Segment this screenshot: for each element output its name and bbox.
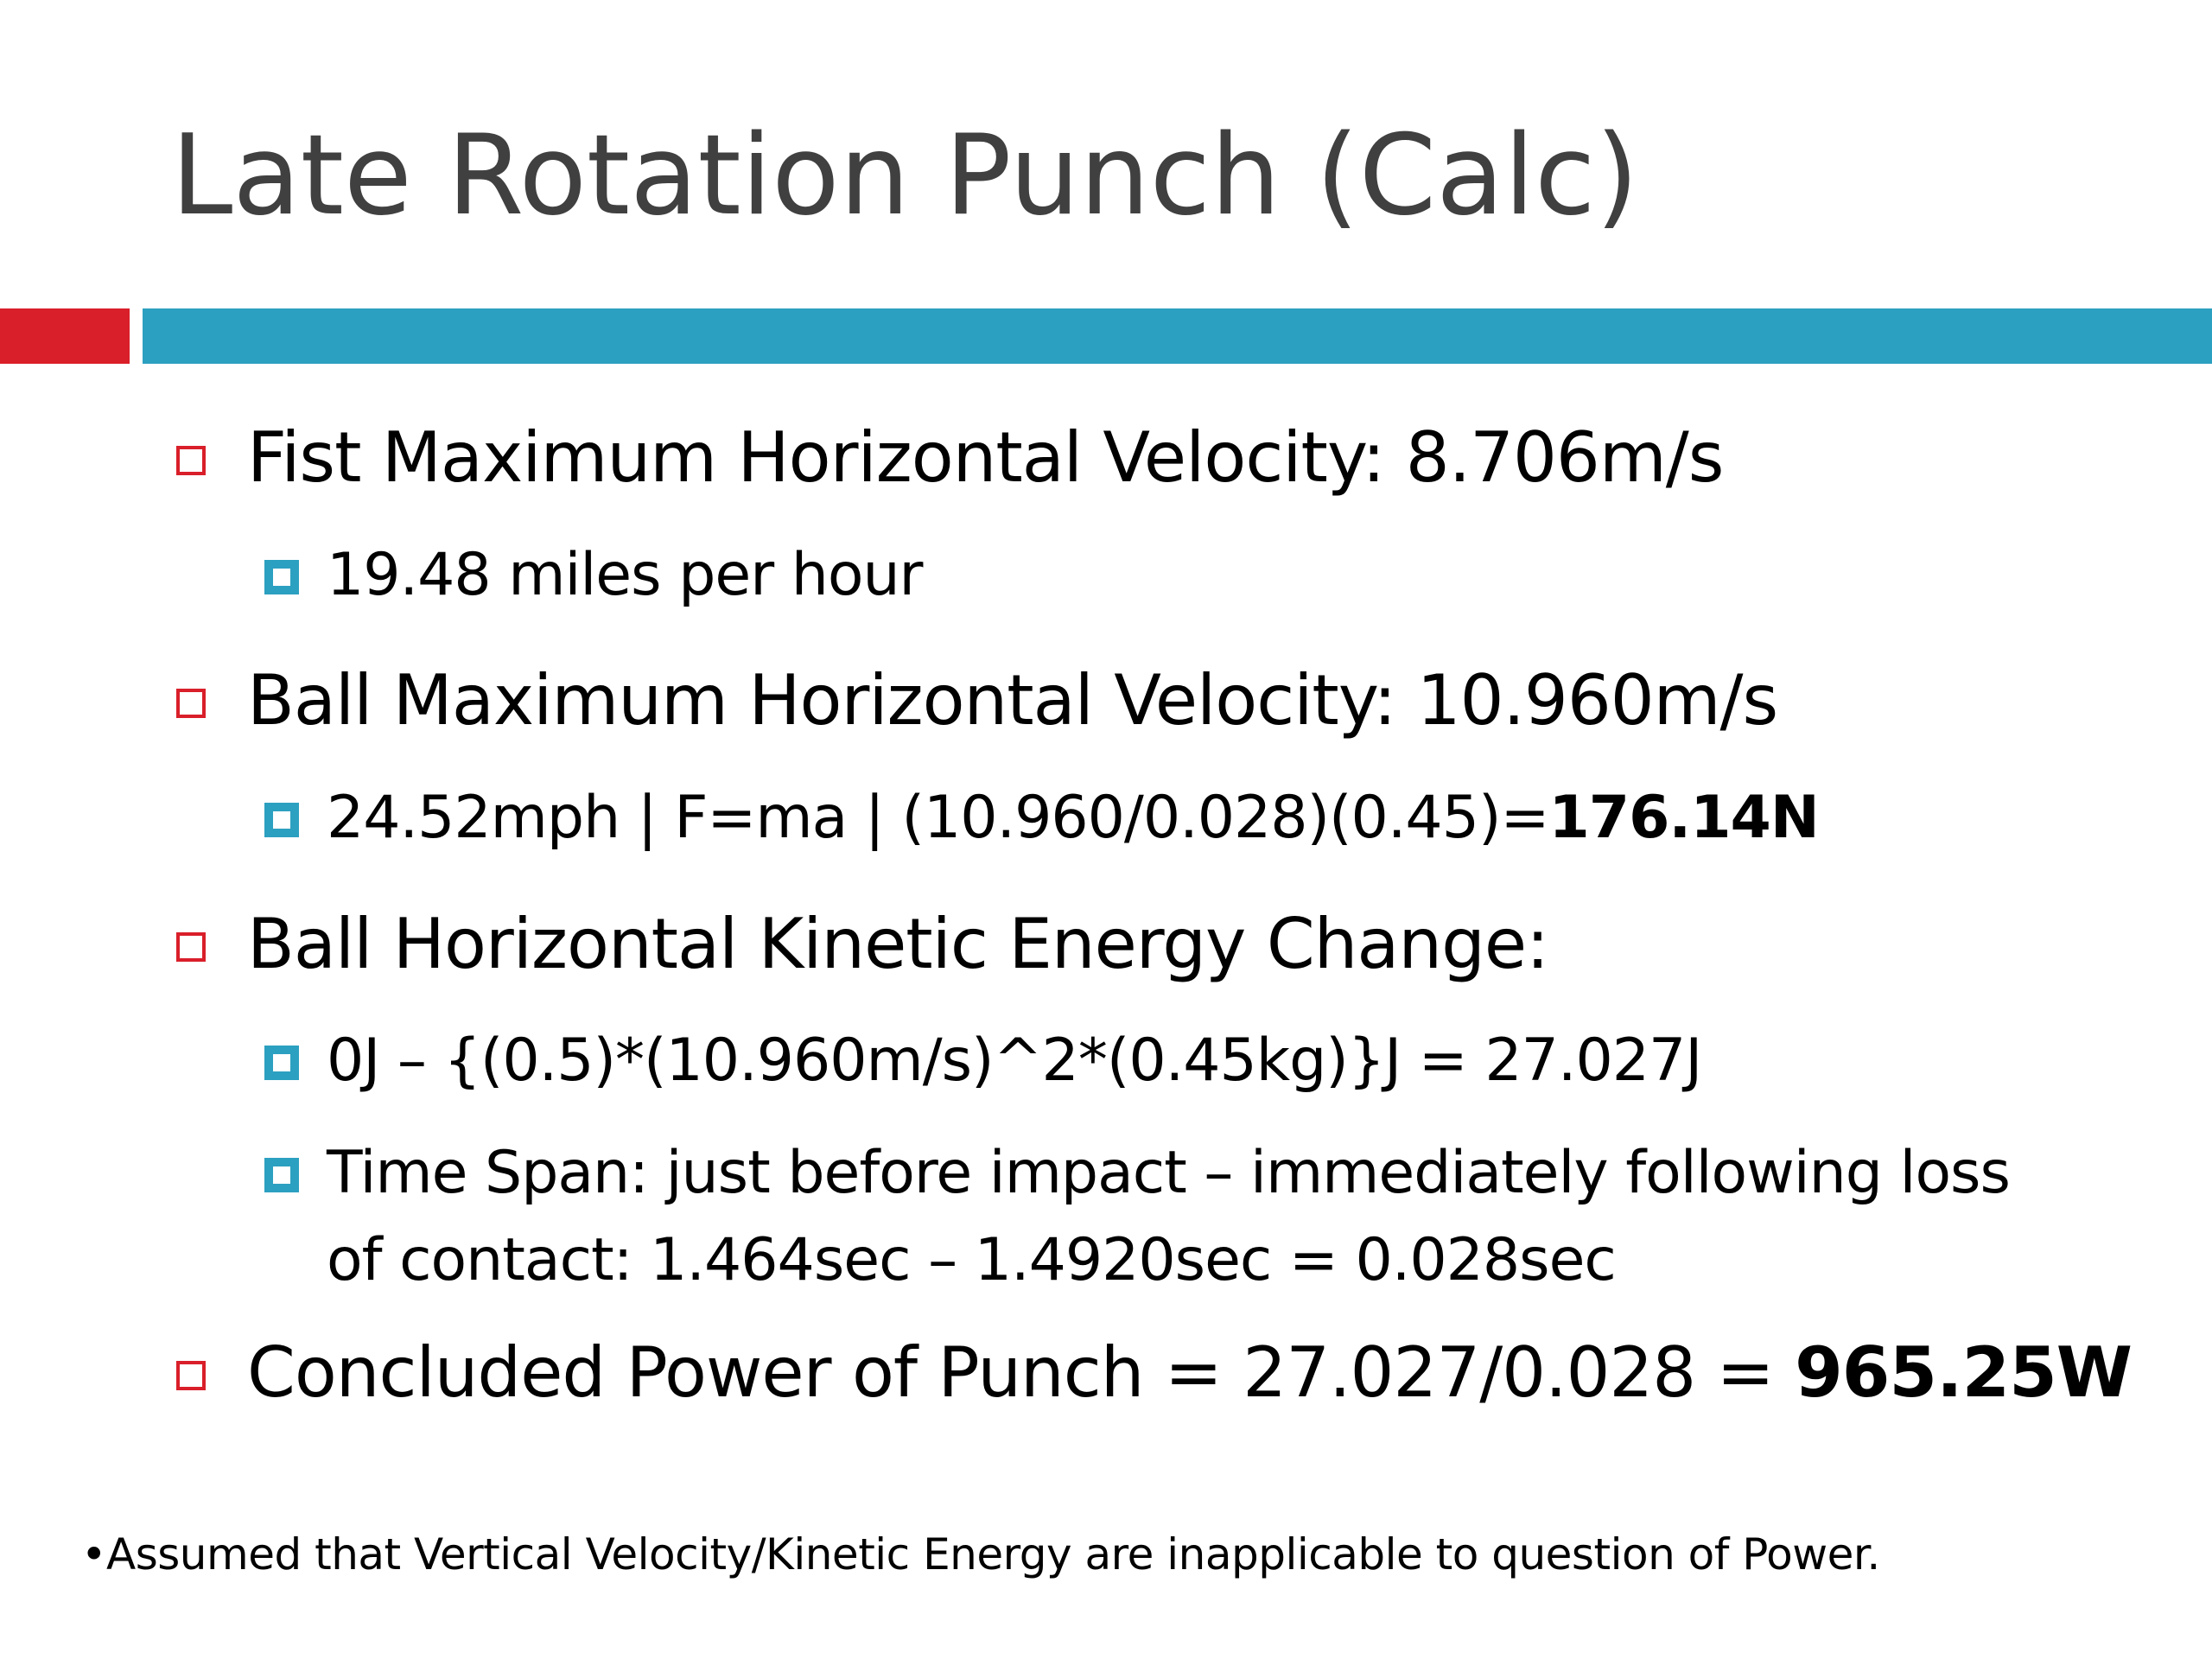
bullet-fist-mph: 19.48 miles per hour — [327, 541, 924, 609]
accent-bar-teal — [143, 308, 2212, 364]
power-result: 965.25W — [1795, 1332, 2133, 1413]
bullet-square-red-icon — [176, 932, 206, 962]
bullet-square-teal-icon — [264, 803, 299, 837]
bullet-square-teal-icon — [264, 1158, 299, 1192]
bullet-square-red-icon — [176, 689, 206, 718]
power-text: Concluded Power of Punch = 27.027/0.028 … — [247, 1332, 1796, 1413]
footnote: •Assumed that Vertical Velocity/Kinetic … — [81, 1529, 1880, 1580]
bullet-square-red-icon — [176, 1361, 206, 1390]
bullet-power: Concluded Power of Punch = 27.027/0.028 … — [247, 1338, 2133, 1408]
ball-force-text: 24.52mph | F=ma | (10.960/0.028)(0.45)= — [327, 784, 1549, 852]
bullet-ball-force: 24.52mph | F=ma | (10.960/0.028)(0.45)=1… — [327, 789, 1820, 848]
bullet-time-span-line2: of contact: 1.464sec – 1.4920sec = 0.028… — [327, 1226, 1617, 1294]
bullet-ball-velocity: Ball Maximum Horizontal Velocity: 10.960… — [247, 660, 1778, 741]
bullet-fist-velocity: Fist Maximum Horizontal Velocity: 8.706m… — [247, 417, 1724, 498]
bullet-square-red-icon — [176, 446, 206, 475]
bullet-ke-formula: 0J – {(0.5)*(10.960m/s)^2*(0.45kg)}J = 2… — [327, 1027, 1702, 1095]
ball-force-result: 176.14N — [1548, 784, 1819, 852]
slide-title: Late Rotation Punch (Calc) — [171, 111, 1639, 240]
bullet-time-span-line1: Time Span: just before impact – immediat… — [327, 1139, 2011, 1207]
bullet-square-teal-icon — [264, 560, 299, 594]
accent-bar-red — [0, 308, 130, 364]
bullet-square-teal-icon — [264, 1046, 299, 1080]
bullet-ke-change: Ball Horizontal Kinetic Energy Change: — [247, 904, 1549, 984]
